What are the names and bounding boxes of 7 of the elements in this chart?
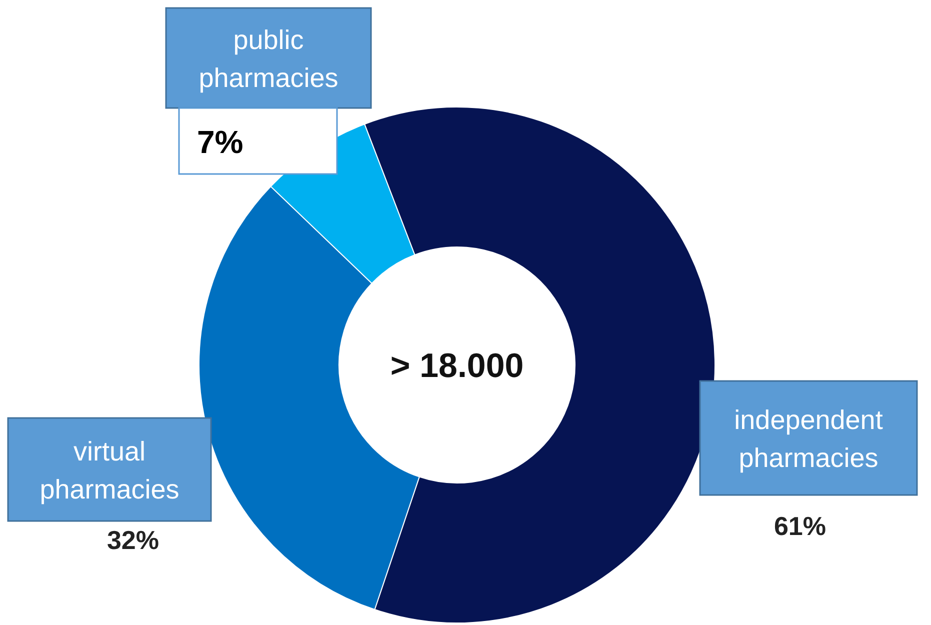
text: > 18.000 <box>390 347 524 385</box>
data-label: 61% <box>774 511 826 541</box>
data-label: 32% <box>106 525 160 555</box>
slice-label: virtual pharmacies <box>40 436 180 504</box>
data-label: 7% <box>197 124 244 160</box>
slice-label: independent pharmacies <box>734 405 884 473</box>
slice-label: public pharmacies <box>198 25 338 93</box>
